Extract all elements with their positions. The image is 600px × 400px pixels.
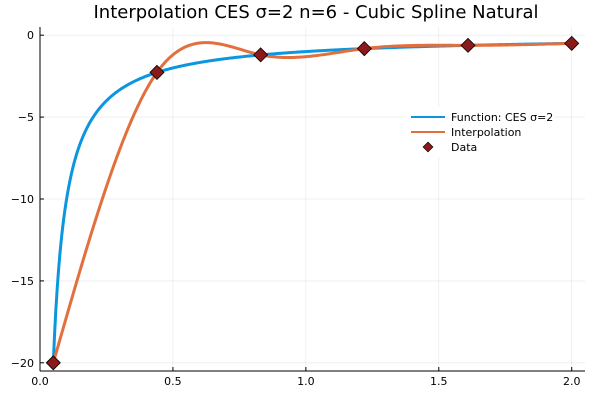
tick-labels: 0.0 0.5 1.0 1.5 2.0 0 −5 −10 −15 −20 xyxy=(11,29,581,388)
x-tick-label: 1.0 xyxy=(297,375,315,388)
grid xyxy=(39,27,585,371)
x-tick-label: 0.5 xyxy=(164,375,182,388)
legend-label: Interpolation xyxy=(451,126,521,139)
y-tick-label: −10 xyxy=(11,193,34,206)
legend-label: Data xyxy=(451,141,477,154)
data-point xyxy=(253,47,269,63)
legend-label: Function: CES σ=2 xyxy=(451,111,553,124)
data-point xyxy=(460,37,476,53)
y-tick-label: −5 xyxy=(18,111,34,124)
y-tick-label: −15 xyxy=(11,275,34,288)
legend-swatch xyxy=(422,141,434,153)
x-tick-label: 1.5 xyxy=(430,375,448,388)
y-tick-label: 0 xyxy=(27,29,34,42)
x-tick-label: 2.0 xyxy=(563,375,581,388)
axes xyxy=(39,27,585,372)
interpolation-series-line xyxy=(51,41,572,364)
legend: Function: CES σ=2 Interpolation Data xyxy=(405,107,555,157)
function-series-line xyxy=(51,41,572,363)
data-point xyxy=(149,64,165,80)
chart-title: Interpolation CES σ=2 n=6 - Cubic Spline… xyxy=(93,2,538,23)
x-tick-label: 0.0 xyxy=(31,375,49,388)
data-point xyxy=(45,355,61,371)
data-point xyxy=(564,35,580,51)
data-point xyxy=(356,41,372,57)
plot-area xyxy=(45,35,580,371)
y-tick-label: −20 xyxy=(11,357,34,370)
